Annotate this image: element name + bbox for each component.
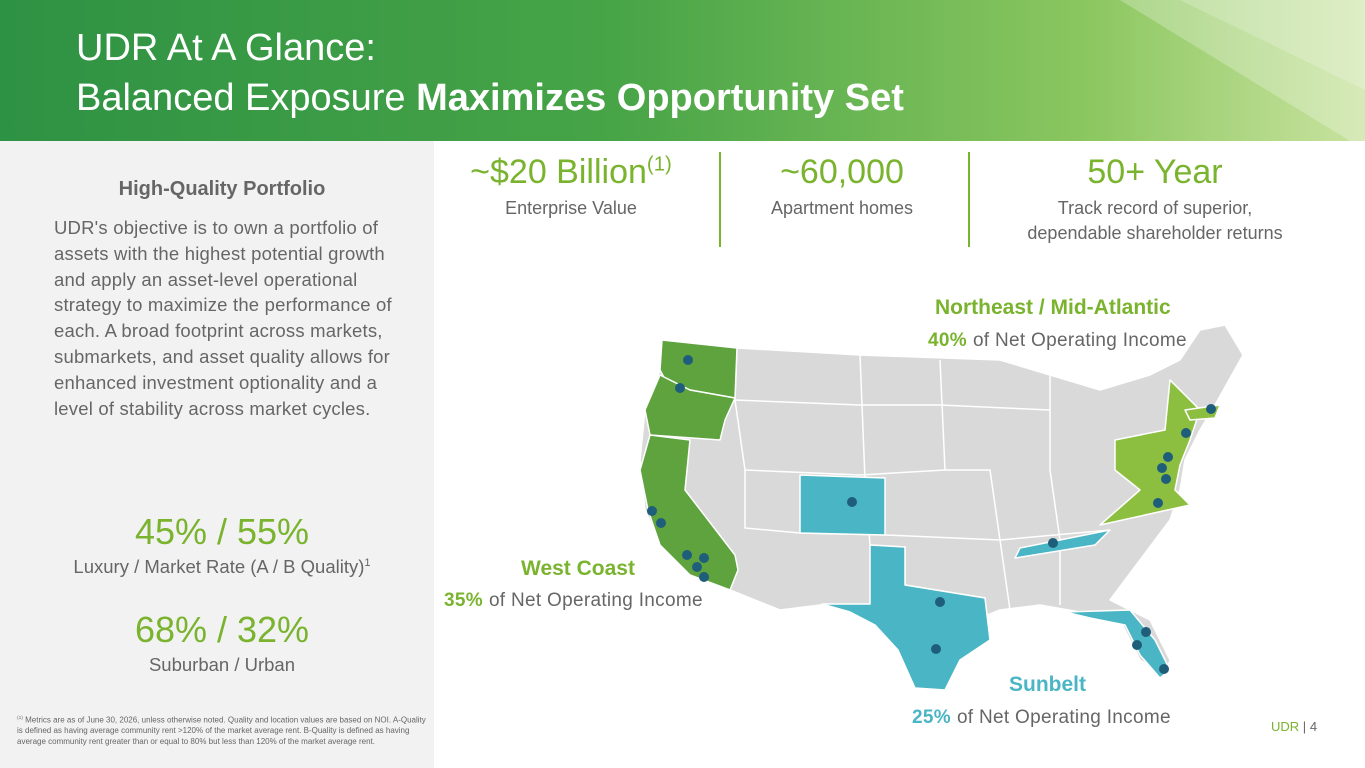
region-northeast: [1099, 379, 1201, 526]
state-border: [734, 347, 1111, 541]
title-line: Balanced Exposure Maximizes Opportunity …: [76, 77, 904, 120]
metric-value: ~$20 Billion(1): [440, 153, 702, 192]
footnote-ref: (1): [17, 716, 23, 721]
region-name: West Coast: [521, 557, 635, 580]
page-number: 4: [1309, 719, 1318, 734]
share: 25%: [912, 707, 951, 728]
stat-value: 68% / 32%: [134, 609, 310, 650]
region-name: Sunbelt: [1009, 673, 1086, 696]
region-name: Northeast / Mid-Atlantic: [935, 296, 1171, 319]
footnote-text: Metrics are as of June 30, 2026, unless …: [17, 715, 426, 746]
brand: UDR: [1271, 719, 1300, 734]
header: UDR At A Glance: Balanced Exposure Maxim…: [0, 0, 1365, 141]
state-border: [734, 399, 1051, 411]
us-outline: [639, 324, 1244, 691]
footer: UDR | 4: [1271, 719, 1317, 734]
divider: [968, 152, 970, 247]
footnote: (1) Metrics are as of June 30, 2026, unl…: [17, 714, 427, 747]
region-west: [639, 434, 739, 591]
footnote-ref: (1): [646, 153, 672, 176]
left-panel: High-Quality Portfolio UDR's objective i…: [0, 141, 434, 768]
metric-label: Track record of superior,: [1057, 198, 1253, 218]
state-border: [1049, 375, 1061, 605]
divider: [719, 152, 721, 247]
separator: |: [1302, 719, 1307, 734]
stat-label: Suburban / Urban: [148, 654, 296, 675]
region-share: 40% of Net Operating Income: [928, 330, 1187, 352]
stat-label-text: Luxury / Market Rate (A / B Quality): [73, 556, 365, 577]
panel-body: UDR's objective is to own a portfolio of…: [54, 217, 392, 419]
location-dots: [647, 355, 1216, 674]
panel-heading: High-Quality Portfolio: [118, 178, 326, 200]
state-border: [939, 359, 1011, 611]
footnote-ref: 1: [364, 556, 371, 569]
title-bold: Maximizes Opportunity Set: [416, 77, 904, 119]
title-line: UDR At A Glance:: [76, 27, 376, 69]
metric-value: ~60,000: [780, 153, 904, 191]
share-desc: of Net Operating Income: [972, 330, 1187, 351]
metric-label: Apartment homes: [770, 198, 914, 218]
state-border: [744, 469, 946, 476]
metric-value: 50+ Year: [1087, 153, 1223, 191]
metric-value-text: ~$20 Billion: [470, 153, 647, 191]
stat-label: Luxury / Market Rate (A / B Quality)1: [0, 556, 444, 578]
region-sunbelt: [1014, 529, 1111, 559]
region-share: 25% of Net Operating Income: [912, 707, 1171, 729]
region-west: [644, 374, 736, 441]
share-desc: of Net Operating Income: [956, 707, 1171, 728]
metric-label: Enterprise Value: [505, 198, 637, 218]
region-sunbelt: [799, 474, 886, 536]
region-share: 35% of Net Operating Income: [444, 590, 703, 612]
metric-label: dependable shareholder returns: [1027, 223, 1283, 243]
share-desc: of Net Operating Income: [488, 590, 703, 611]
region-sunbelt: [1064, 609, 1171, 679]
title-regular: Balanced Exposure: [76, 77, 406, 119]
share: 35%: [444, 590, 483, 611]
region-sunbelt: [821, 544, 991, 691]
share: 40%: [928, 330, 967, 351]
stat-value: 45% / 55%: [134, 511, 310, 552]
header-decoration: [1120, 0, 1365, 141]
